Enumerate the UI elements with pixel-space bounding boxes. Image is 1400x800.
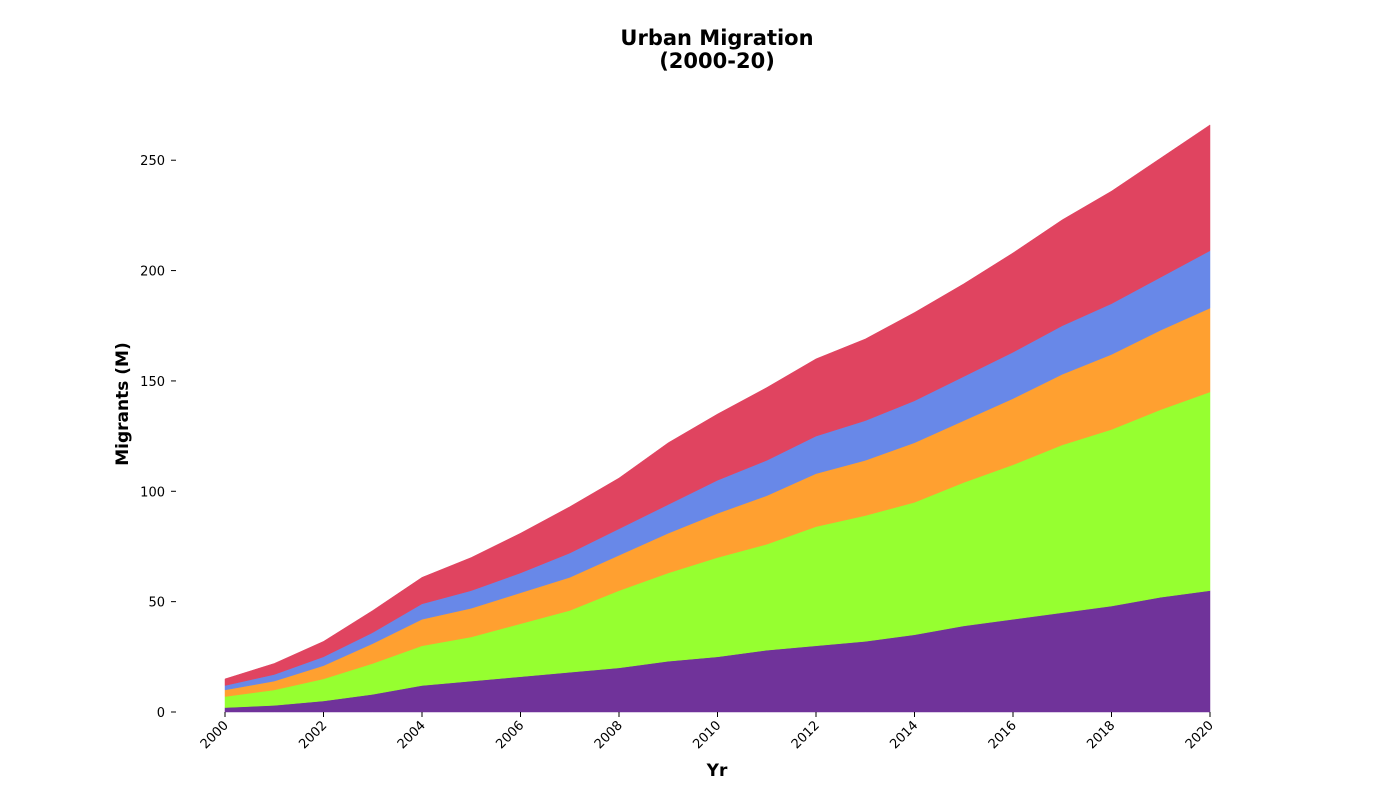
y-axis: 0 50 100 150 200 250: [140, 154, 176, 721]
area-series-5: [224, 124, 1211, 686]
chart-title-line-2: (2000-20): [659, 49, 775, 73]
x-tick-label: 2016: [986, 718, 1020, 752]
x-tick-label: 2008: [592, 718, 626, 752]
y-tick-label: 250: [140, 154, 165, 169]
y-tick-label: 200: [140, 265, 165, 280]
chart-title-line-1: Urban Migration: [620, 26, 813, 50]
x-tick-label: 2002: [296, 718, 330, 752]
x-axis-label: Yr: [706, 761, 728, 781]
x-tick-label: 2004: [395, 718, 429, 752]
area-layers: [224, 124, 1211, 713]
x-tick-label: 2000: [198, 718, 232, 752]
y-axis-label: Migrants (M): [113, 342, 133, 466]
x-tick-label: 2012: [789, 718, 823, 752]
x-tick-label: 2018: [1084, 718, 1118, 752]
x-axis: 2000 2002 2004 2006 2008 2010 2012 2014 2016 2018…: [198, 712, 1217, 752]
x-tick-label: 2020: [1183, 718, 1217, 752]
x-tick-label: 2010: [690, 718, 724, 752]
x-tick-label: 2014: [887, 718, 921, 752]
y-tick-label: 150: [140, 375, 165, 390]
x-tick-label: 2006: [493, 718, 527, 752]
y-tick-label: 50: [148, 596, 165, 611]
y-tick-label: 100: [140, 485, 165, 500]
y-tick-label: 0: [157, 706, 165, 721]
